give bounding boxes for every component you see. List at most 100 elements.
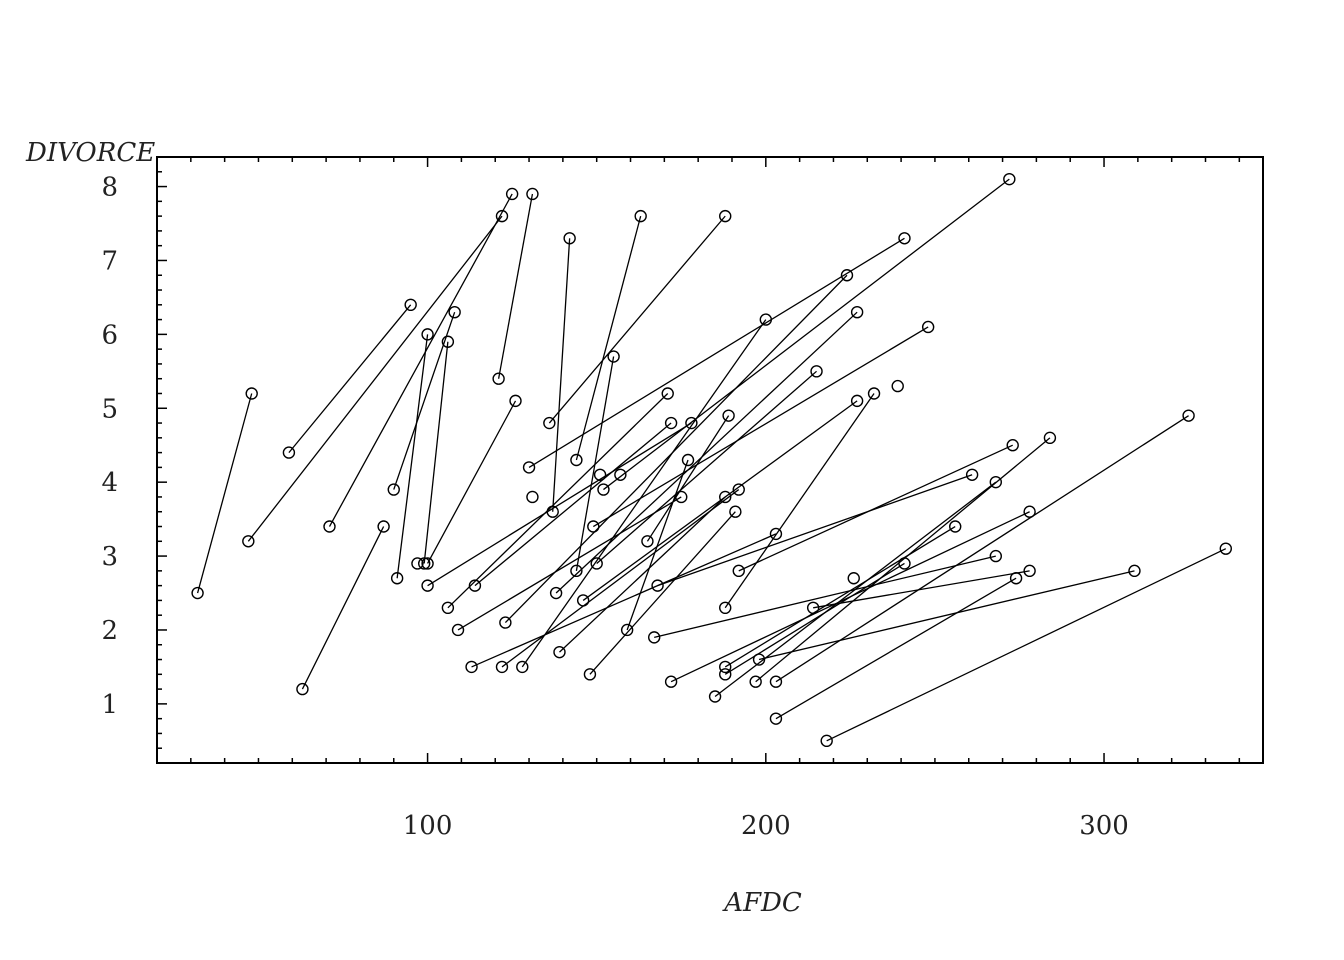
- data-segment: [552, 238, 571, 512]
- data-point: [732, 564, 745, 578]
- y-tick-label: 5: [101, 394, 118, 424]
- data-point: [719, 209, 732, 223]
- data-point: [634, 209, 647, 223]
- data-point: [505, 187, 519, 201]
- data-segment: [826, 548, 1227, 742]
- data-point: [989, 475, 1003, 489]
- data-point: [1023, 505, 1036, 518]
- data-point: [563, 232, 576, 245]
- data-point: [390, 572, 404, 585]
- y-tick-label: 2: [101, 616, 118, 646]
- data-point: [421, 557, 434, 570]
- data-point: [769, 712, 783, 725]
- data-point: [840, 269, 854, 282]
- data-segment: [724, 525, 956, 668]
- y-tick-label: 6: [101, 320, 118, 350]
- data-point: [675, 490, 688, 504]
- data-point: [583, 668, 597, 681]
- data-point: [752, 653, 766, 666]
- data-point: [722, 409, 735, 422]
- data-point: [850, 394, 864, 408]
- data-point: [242, 535, 255, 548]
- data-segment: [582, 400, 858, 601]
- data-segment: [575, 215, 642, 461]
- data-point: [664, 416, 678, 430]
- data-point: [1006, 439, 1019, 452]
- x-tick-label: 300: [1079, 811, 1129, 841]
- data-point: [921, 320, 935, 334]
- data-point: [719, 601, 732, 615]
- data-point: [651, 579, 664, 592]
- y-tick-label: 7: [101, 246, 118, 276]
- data-point: [891, 379, 904, 393]
- data-point: [191, 586, 204, 600]
- data-segment: [596, 370, 817, 564]
- data-points: [191, 172, 1232, 748]
- data-point: [509, 394, 522, 408]
- data-point: [576, 594, 590, 607]
- data-point: [590, 557, 603, 570]
- data-segment: [301, 526, 385, 690]
- x-axis-title: AFDC: [722, 888, 802, 918]
- data-point: [719, 660, 732, 674]
- data-point: [468, 579, 482, 592]
- data-point: [499, 616, 512, 629]
- data-segment: [288, 304, 412, 454]
- data-segment: [196, 393, 253, 594]
- data-point: [661, 387, 674, 400]
- data-point: [685, 416, 698, 430]
- data-point: [965, 468, 979, 481]
- data-point: [543, 416, 556, 430]
- data-point: [820, 734, 833, 748]
- data-segment: [575, 356, 615, 571]
- data-segment: [775, 577, 1017, 720]
- data-point: [647, 631, 661, 644]
- data-segment: [471, 533, 777, 668]
- data-segment: [328, 193, 513, 527]
- data-segment: [592, 326, 929, 528]
- data-point: [1023, 564, 1036, 578]
- data-segment: [427, 422, 692, 587]
- data-point: [441, 335, 455, 348]
- data-point: [451, 623, 465, 637]
- data-point: [620, 623, 634, 637]
- data-point: [806, 601, 820, 615]
- data-point: [546, 505, 559, 518]
- data-segment: [548, 215, 726, 424]
- data-point: [729, 505, 742, 518]
- data-point: [492, 372, 505, 385]
- y-tick-label: 8: [101, 173, 118, 203]
- data-segment: [427, 400, 517, 564]
- data-point: [526, 187, 539, 201]
- x-tick-label: 100: [403, 811, 453, 841]
- data-point: [810, 365, 823, 378]
- data-point: [587, 520, 600, 533]
- data-point: [749, 675, 762, 688]
- data-point: [719, 668, 732, 681]
- plot-frame: [156, 156, 1264, 764]
- data-point: [553, 645, 566, 659]
- data-point: [465, 660, 478, 674]
- y-tick-label: 1: [101, 690, 118, 720]
- data-segment: [247, 215, 503, 542]
- data-segment: [501, 489, 740, 668]
- data-segment: [738, 444, 1013, 572]
- y-tick-label: 3: [101, 542, 118, 572]
- data-point: [949, 520, 962, 533]
- x-tick-label: 200: [741, 811, 791, 841]
- y-tick-label: 4: [101, 468, 118, 498]
- data-point: [570, 564, 583, 578]
- data-segment: [657, 474, 973, 587]
- data-point: [1219, 542, 1232, 555]
- data-segment: [646, 415, 730, 542]
- data-segment: [497, 193, 534, 379]
- data-segment: [423, 341, 449, 564]
- data-point: [495, 209, 509, 223]
- data-point: [1043, 431, 1057, 445]
- tick-labels: 100 200 300 1 2 3 4 5 6 7 8: [101, 173, 1128, 841]
- data-point: [404, 298, 417, 312]
- data-point: [549, 586, 563, 600]
- data-segments: [196, 178, 1227, 742]
- data-point: [769, 675, 783, 688]
- data-point: [448, 305, 461, 319]
